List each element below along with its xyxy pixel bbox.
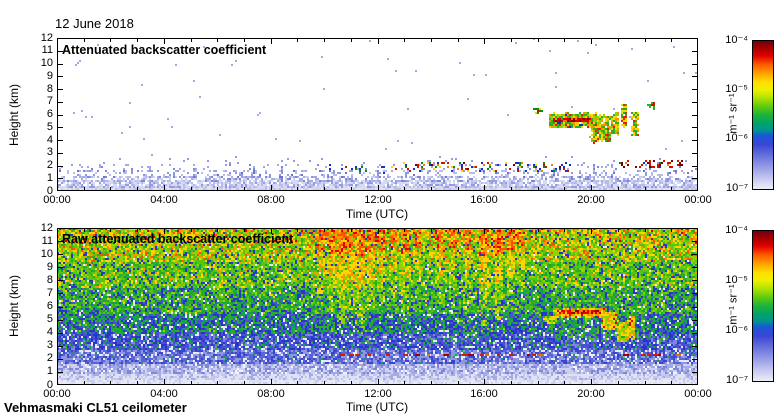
attenuated-backscatter-heatmap xyxy=(57,38,698,191)
y-tick-label: 5 xyxy=(46,121,53,133)
y-tick-label: 1 xyxy=(46,365,53,377)
y-tick-label: 8 xyxy=(46,83,53,95)
bottom-panel-title: Raw attenuated backscatter coefficient xyxy=(62,232,294,246)
colorbar-tick-label: 10⁻⁴ xyxy=(725,224,748,236)
y-tick-label: 7 xyxy=(46,287,53,299)
x-tick-label: 16:00 xyxy=(470,388,498,400)
station-name-label: Vehmasmaki CL51 ceilometer xyxy=(4,400,187,415)
y-tick-label: 9 xyxy=(46,70,53,82)
y-tick-label: 12 xyxy=(40,32,53,44)
y-tick-label: 2 xyxy=(46,352,53,364)
colorbar-tick-label: 10⁻⁶ xyxy=(725,132,748,144)
colorbar-tick-label: 10⁻⁷ xyxy=(725,374,748,386)
colorbar-top xyxy=(752,40,774,190)
y-tick-label: 0 xyxy=(46,185,53,197)
y-tick-label: 9 xyxy=(46,261,53,273)
colorbar-tick-label: 10⁻⁶ xyxy=(725,324,748,336)
top-x-axis-label: Time (UTC) xyxy=(345,207,409,221)
colorbar-bottom xyxy=(752,230,774,382)
y-tick-label: 11 xyxy=(41,235,53,247)
top-y-axis-label: Height (km) xyxy=(7,84,21,147)
x-tick-label: 00:00 xyxy=(43,194,71,206)
colorbar-top-unit-label: m⁻¹ sr⁻¹ xyxy=(727,93,740,134)
y-tick-label: 4 xyxy=(46,326,53,338)
x-tick-label: 12:00 xyxy=(364,388,392,400)
y-tick-label: 12 xyxy=(40,222,53,234)
colorbar-tick-label: 10⁻⁵ xyxy=(725,83,748,95)
x-tick-label: 08:00 xyxy=(257,388,285,400)
colorbar-tick-label: 10⁻⁴ xyxy=(725,34,748,46)
x-tick-label: 00:00 xyxy=(684,194,712,206)
y-tick-label: 6 xyxy=(46,300,53,312)
y-tick-label: 10 xyxy=(40,57,53,69)
colorbar-tick-label: 10⁻⁷ xyxy=(725,182,748,194)
raw-attenuated-backscatter-heatmap xyxy=(57,228,698,385)
y-tick-label: 1 xyxy=(46,172,53,184)
x-tick-label: 16:00 xyxy=(470,194,498,206)
y-tick-label: 7 xyxy=(46,95,53,107)
y-tick-label: 3 xyxy=(46,339,53,351)
bottom-y-axis-label: Height (km) xyxy=(7,275,21,338)
colorbar-tick-label: 10⁻⁵ xyxy=(725,274,748,286)
x-tick-label: 04:00 xyxy=(150,388,178,400)
y-tick-label: 6 xyxy=(46,108,53,120)
y-tick-label: 8 xyxy=(46,274,53,286)
y-tick-label: 3 xyxy=(46,146,53,158)
y-tick-label: 11 xyxy=(41,44,53,56)
date-label: 12 June 2018 xyxy=(55,16,134,31)
x-tick-label: 12:00 xyxy=(364,194,392,206)
y-tick-label: 10 xyxy=(40,248,53,260)
x-tick-label: 04:00 xyxy=(150,194,178,206)
y-tick-label: 4 xyxy=(46,134,53,146)
x-tick-label: 08:00 xyxy=(257,194,285,206)
x-tick-label: 00:00 xyxy=(684,388,712,400)
x-tick-label: 00:00 xyxy=(43,388,71,400)
top-panel-title: Attenuated backscatter coefficient xyxy=(62,43,267,57)
bottom-x-axis-label: Time (UTC) xyxy=(345,400,409,414)
y-tick-label: 5 xyxy=(46,313,53,325)
y-tick-label: 2 xyxy=(46,159,53,171)
y-tick-label: 0 xyxy=(46,379,53,391)
x-tick-label: 20:00 xyxy=(577,388,605,400)
x-tick-label: 20:00 xyxy=(577,194,605,206)
